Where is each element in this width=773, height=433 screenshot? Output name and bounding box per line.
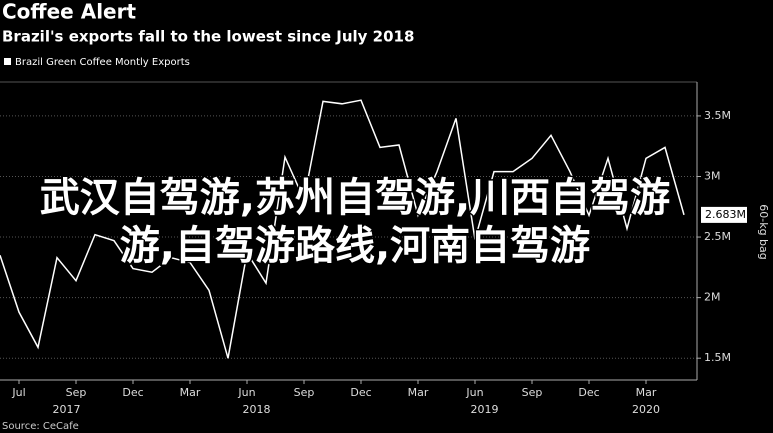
x-year-label: 2020 — [632, 403, 660, 416]
y-tick-label: 3M — [704, 169, 721, 182]
x-year-label: 2019 — [471, 403, 499, 416]
series-line — [0, 99, 685, 359]
x-year-label: 2017 — [53, 403, 81, 416]
x-tick-label: Mar — [636, 386, 657, 399]
x-tick-label: Mar — [408, 386, 429, 399]
x-tick-label: Mar — [180, 386, 201, 399]
x-tick-label: Sep — [522, 386, 543, 399]
y-tick-label: 3.5M — [704, 109, 731, 122]
overlay-text: 武汉自驾游,苏州自驾游,川西自驾游 — [40, 175, 670, 221]
legend-swatch — [4, 58, 11, 65]
chart-title: Coffee Alert — [2, 0, 136, 24]
x-tick-label: Dec — [350, 386, 371, 399]
x-tick-label: Jul — [11, 386, 25, 399]
x-tick-label: Sep — [294, 386, 315, 399]
x-year-label: 2018 — [243, 403, 271, 416]
value-label: 2.683M — [705, 208, 746, 221]
chart-subtitle: Brazil's exports fall to the lowest sinc… — [2, 28, 414, 46]
x-tick-label: Dec — [122, 386, 143, 399]
overlay-text: 游,自驾游路线,河南自驾游 — [120, 223, 590, 269]
x-tick-label: Dec — [578, 386, 599, 399]
y-tick-label: 2.5M — [704, 230, 731, 243]
x-tick-label: Jun — [237, 386, 255, 399]
legend-label: Brazil Green Coffee Montly Exports — [15, 57, 190, 68]
source: Source: CeCafe — [2, 421, 79, 432]
y-axis-label: 60-kg bag — [757, 204, 770, 260]
value-label-box — [701, 206, 747, 223]
x-tick-label: Jun — [465, 386, 483, 399]
y-tick-label: 1.5M — [704, 351, 731, 364]
x-tick-label: Sep — [66, 386, 87, 399]
y-tick-label: 2M — [704, 291, 721, 304]
